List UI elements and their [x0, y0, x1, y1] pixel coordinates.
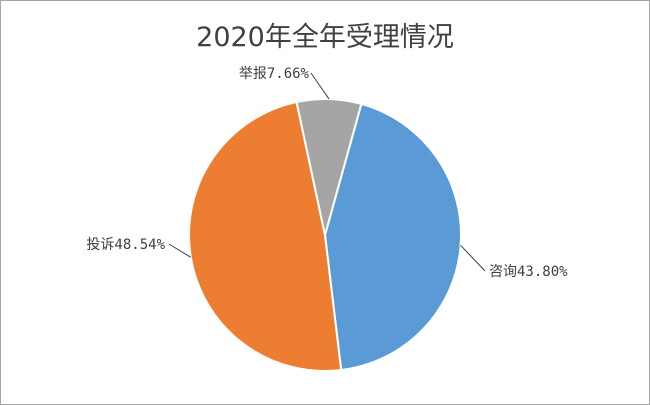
- leader-line-3: [310, 72, 330, 100]
- pie-slice-3: [295, 98, 363, 236]
- chart-title: 2020年全年受理情况: [196, 22, 454, 53]
- pie-slice-1: [323, 102, 462, 372]
- leader-line-2: [168, 243, 192, 258]
- data-label-1: 咨询43.80%: [489, 264, 568, 280]
- pie-slice-2: [188, 100, 343, 372]
- leader-line-1: [460, 244, 486, 272]
- data-label-3: 举报7.66%: [239, 66, 310, 82]
- data-label-2: 投诉48.54%: [86, 237, 165, 253]
